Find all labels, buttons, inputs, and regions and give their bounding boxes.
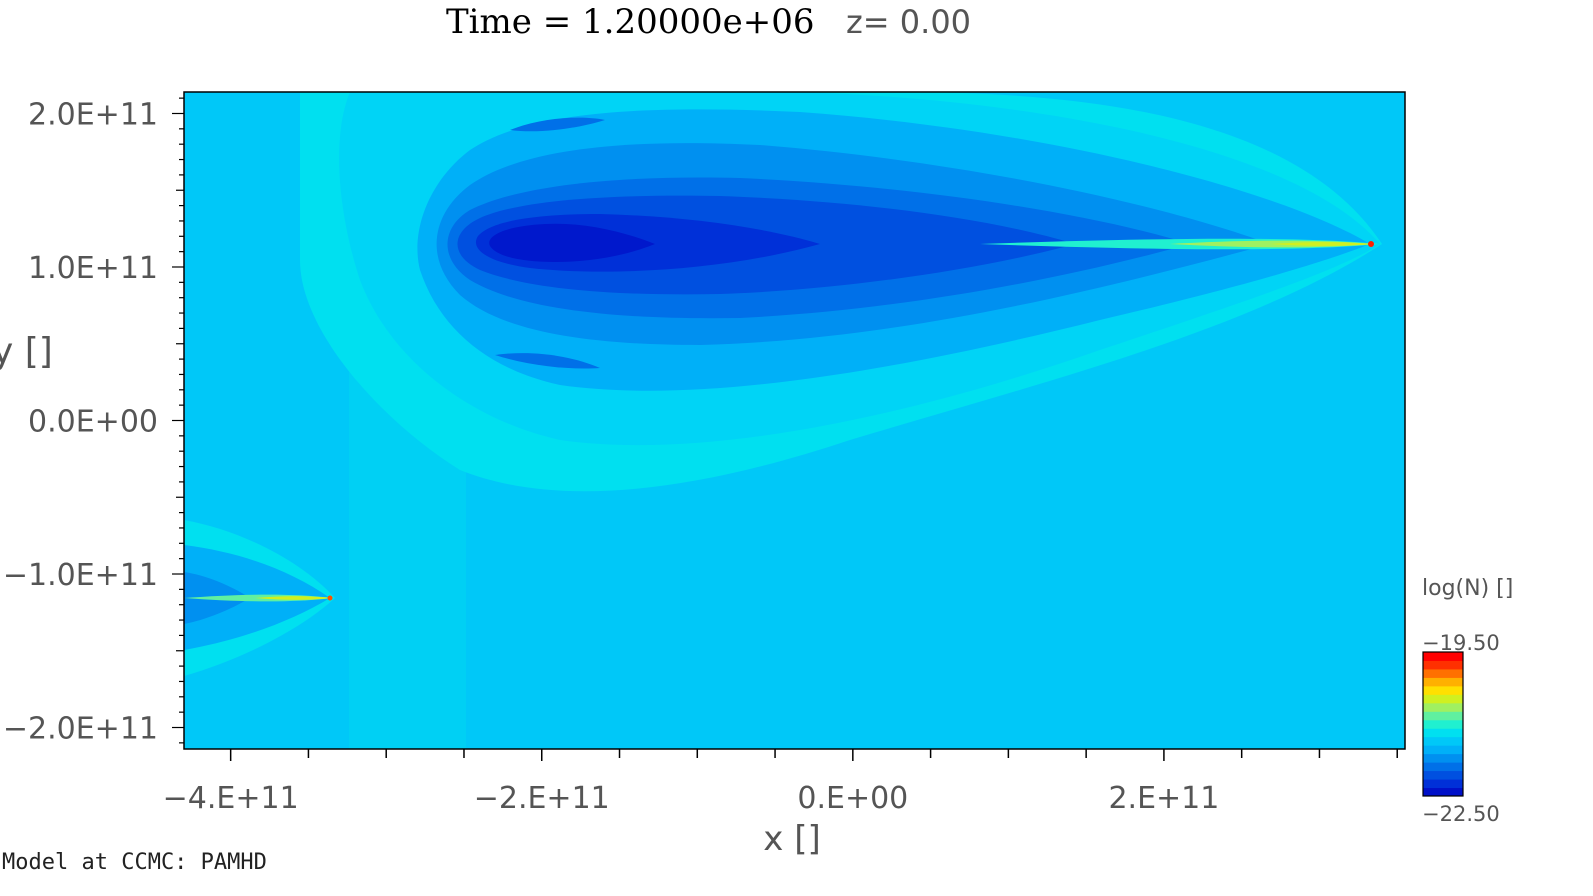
- plot-title-z: z= 0.00: [846, 3, 972, 41]
- colorbar-swatch: [1423, 694, 1463, 704]
- colorbar-swatch: [1423, 745, 1463, 755]
- colorbar-min-label: −22.50: [1422, 802, 1500, 826]
- comet-2-jet-inner: [255, 596, 332, 600]
- ion-tail-1-inner: [1270, 242, 1372, 246]
- y-axis-label: y []: [0, 331, 53, 372]
- colorbar-swatch: [1423, 652, 1463, 661]
- colorbar-swatch: [1423, 762, 1463, 772]
- colorbar-label: log(N) []: [1422, 576, 1513, 601]
- x-tick-label: −4.E+11: [163, 781, 299, 816]
- lower-lobe: [495, 353, 600, 369]
- y-tick-label: 0.0E+00: [28, 405, 158, 440]
- tail-core-inner: [489, 223, 655, 262]
- colorbar-swatch: [1423, 736, 1463, 746]
- nucleus-2: [327, 595, 333, 601]
- y-tick-label: −1.0E+11: [3, 558, 158, 593]
- y-tick-label: 1.0E+11: [28, 251, 158, 286]
- colorbar-swatch: [1423, 685, 1463, 695]
- colorbar-swatch: [1423, 753, 1463, 763]
- colorbar-frame: [1422, 651, 1464, 797]
- y-tick-label: −2.0E+11: [3, 712, 158, 747]
- x-tick-label: 0.E+00: [797, 781, 908, 816]
- x-tick-label: −2.E+11: [474, 781, 610, 816]
- colorbar-swatch: [1423, 728, 1463, 738]
- x-axis: −4.E+11 −2.E+11 0.E+00 2.E+11: [163, 749, 1398, 816]
- plot-title-time: Time = 1.20000e+06: [446, 2, 815, 42]
- x-tick-label: 2.E+11: [1108, 781, 1219, 816]
- colorbar-swatch: [1423, 770, 1463, 780]
- colorbar-swatch: [1423, 787, 1463, 797]
- y-tick-label: 2.0E+11: [28, 97, 158, 132]
- upper-lobe: [510, 117, 605, 132]
- colorbar-swatch: [1423, 719, 1463, 729]
- nucleus-1: [1368, 241, 1374, 247]
- model-credit: Model at CCMC: PAMHD: [2, 850, 267, 875]
- colorbar-swatch: [1423, 702, 1463, 712]
- colorbar-swatch: [1423, 668, 1463, 678]
- x-axis-label: x []: [763, 819, 820, 859]
- colorbar-swatch: [1423, 677, 1463, 687]
- colorbar-swatch: [1423, 711, 1463, 721]
- colorbar-swatch: [1423, 660, 1463, 670]
- colorbar-swatch: [1423, 779, 1463, 789]
- colorbar: [1422, 651, 1464, 797]
- y-axis: 2.0E+11 1.0E+11 0.0E+00 −1.0E+11 −2.0E+11: [3, 97, 184, 747]
- colorbar-max-label: −19.50: [1422, 631, 1500, 655]
